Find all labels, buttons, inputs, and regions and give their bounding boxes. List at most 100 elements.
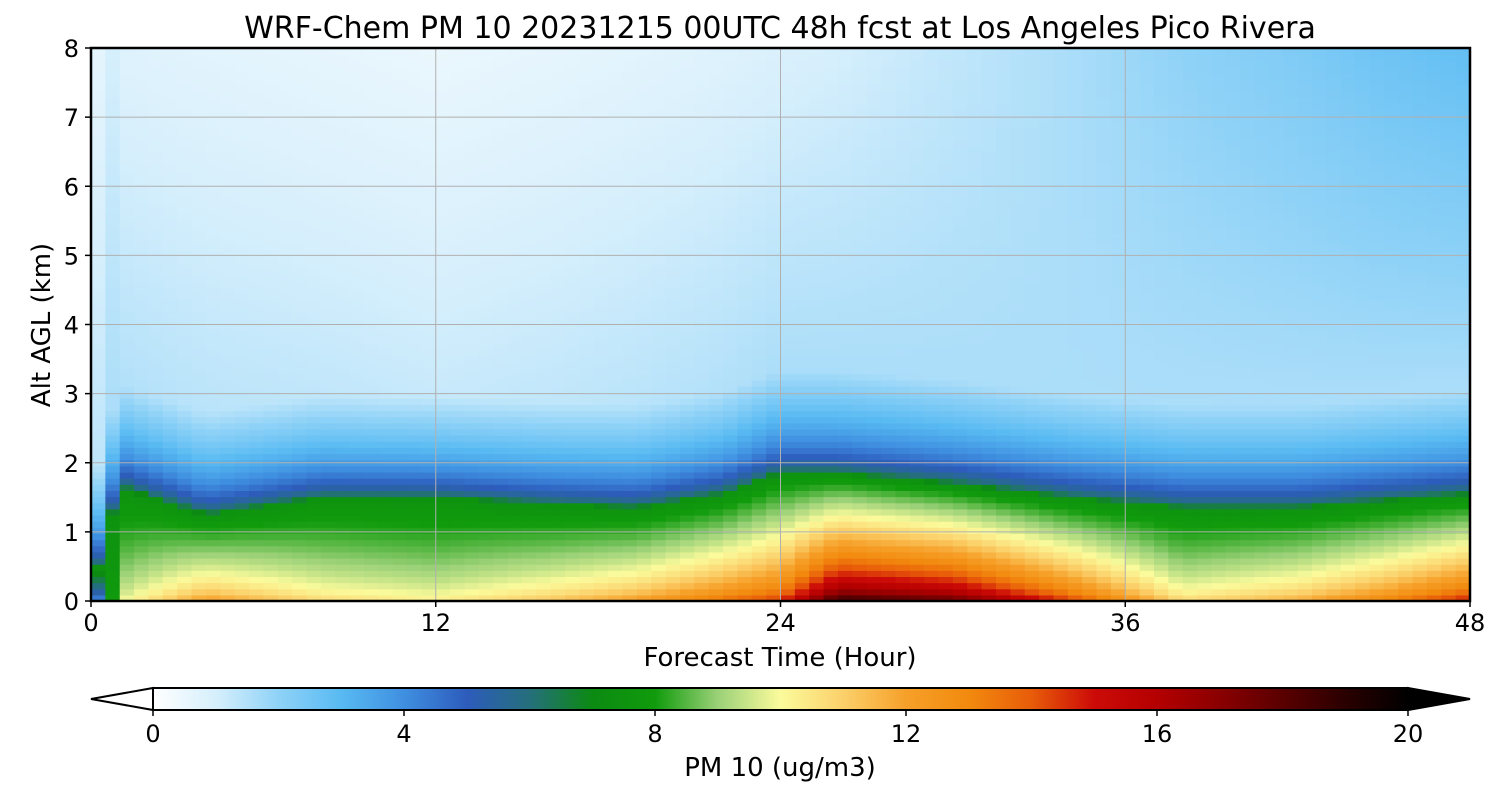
heat-cell <box>651 551 667 559</box>
heat-cell <box>694 576 710 584</box>
heat-cell <box>378 392 394 399</box>
heat-cell <box>780 195 796 203</box>
heat-cell <box>407 539 422 547</box>
heat-cell <box>320 127 336 135</box>
heat-cell <box>378 306 394 313</box>
heat-cell <box>191 170 207 178</box>
heat-cell <box>866 514 882 522</box>
heat-cell <box>708 342 724 350</box>
heat-cell <box>378 275 394 283</box>
heat-cell <box>306 140 322 147</box>
heat-cell <box>823 220 839 227</box>
heat-cell <box>91 404 106 412</box>
heat-cell <box>536 250 552 258</box>
heat-cell <box>91 349 106 356</box>
heat-cell <box>852 256 868 264</box>
heat-cell <box>636 226 652 233</box>
heat-cell <box>363 287 379 295</box>
heat-cell <box>881 588 897 596</box>
heat-cell <box>162 54 178 61</box>
heat-cell <box>665 170 681 178</box>
heat-cell <box>306 189 322 197</box>
heat-cell <box>780 66 796 74</box>
heat-cell <box>593 306 609 313</box>
heat-cell <box>852 342 868 350</box>
heat-cell <box>263 238 279 246</box>
heat-cell <box>708 557 724 565</box>
heat-cell <box>780 299 796 307</box>
heat-cell <box>636 213 652 221</box>
heat-cell <box>450 72 466 80</box>
heat-cell <box>292 447 308 455</box>
heat-cell <box>766 410 782 418</box>
heat-cell <box>565 570 580 578</box>
heat-cell <box>608 226 624 233</box>
heat-cell <box>191 349 207 356</box>
heat-cell <box>277 189 293 197</box>
heat-cell <box>694 189 710 197</box>
heat-cell <box>837 250 853 258</box>
heat-cell <box>220 177 236 184</box>
heat-cell <box>723 269 738 276</box>
heat-cell <box>407 349 422 356</box>
heat-cell <box>565 158 580 166</box>
heat-cell <box>881 527 897 535</box>
heat-cell <box>306 195 322 203</box>
heat-cell <box>737 392 753 399</box>
heat-cell <box>306 91 322 98</box>
heat-cell <box>665 189 681 197</box>
heat-cell <box>134 588 150 596</box>
heat-cell <box>723 115 738 123</box>
heat-cell <box>823 576 839 584</box>
heat-cell <box>521 226 537 233</box>
heat-cell <box>794 398 810 405</box>
heat-cell <box>751 213 767 221</box>
heat-cell <box>579 404 595 412</box>
heat-cell <box>723 594 738 601</box>
heat-cell <box>205 355 221 362</box>
heat-cell <box>220 557 236 565</box>
heat-cell <box>651 471 667 479</box>
heat-cell <box>493 263 509 270</box>
heat-cell <box>306 545 322 553</box>
heat-cell <box>320 238 336 246</box>
heat-cell <box>679 48 695 55</box>
heat-cell <box>464 78 480 86</box>
heat-cell <box>320 471 336 479</box>
heat-cell <box>177 594 193 601</box>
heat-cell <box>608 170 624 178</box>
heat-cell <box>708 226 724 233</box>
heat-cell <box>780 342 796 350</box>
heat-cell <box>335 416 351 424</box>
heat-cell <box>823 355 839 362</box>
heat-cell <box>392 404 408 412</box>
heat-cell <box>694 570 710 578</box>
heat-cell <box>723 435 738 442</box>
heat-cell <box>220 478 236 485</box>
heat-cell <box>148 312 164 319</box>
heat-cell <box>421 508 437 516</box>
heat-cell <box>249 361 264 369</box>
heat-cell <box>392 514 408 522</box>
heat-cell <box>363 379 379 387</box>
heat-cell <box>737 447 753 455</box>
heat-cell <box>866 140 882 147</box>
heat-cell <box>550 195 566 203</box>
heat-cell <box>148 545 164 553</box>
heat-cell <box>852 177 868 184</box>
heat-cell <box>277 170 293 178</box>
heat-cell <box>148 54 164 61</box>
heat-cell <box>679 269 695 276</box>
heat-cell <box>177 435 193 442</box>
heat-cell <box>608 355 624 362</box>
heat-cell <box>148 244 164 252</box>
heat-cell <box>679 238 695 246</box>
heat-cell <box>521 373 537 381</box>
heat-cell <box>363 404 379 412</box>
heat-cell <box>622 78 638 86</box>
heat-cell <box>751 48 767 55</box>
heat-cell <box>392 465 408 473</box>
heat-cell <box>148 416 164 424</box>
heat-cell <box>191 379 207 387</box>
heat-cell <box>608 533 624 541</box>
